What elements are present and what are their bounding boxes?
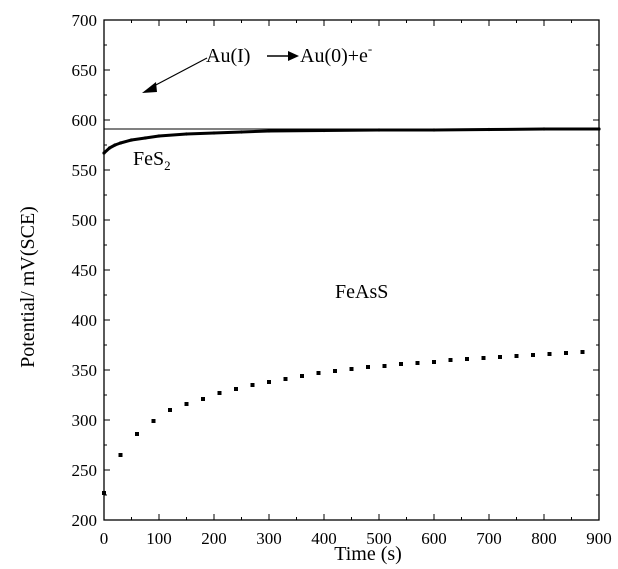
x-tick-label: 200 [201,529,227,548]
axis-ticks: 0 100 200 300 400 500 600 700 800 900 200 250 300 350… [72,11,612,548]
x-tick-label: 400 [311,529,337,548]
x-tick-label: 500 [366,529,392,548]
y-tick-label: 300 [72,411,98,430]
series-fes2-point [129,138,134,142]
series-feass-point [415,361,420,365]
series-fes2-point [377,128,381,132]
x-tick-label: 800 [531,529,557,548]
series-feass-point [333,369,337,373]
x-tick-label: 0 [100,529,109,548]
y-tick-label: 250 [72,461,98,480]
series-feass-point [234,387,238,391]
series-feass-point [432,360,436,364]
x-axis-title: Time (s) [334,543,402,565]
series-feass-point [547,352,552,356]
series-feass-point [349,367,354,371]
reaction-product-superscript: - [368,41,372,56]
series-feass-point [300,374,304,378]
series-feass-point [366,365,370,369]
label-feasS: FeAsS [335,281,388,303]
series-feass-point [399,362,403,366]
y-tick-label: 200 [72,511,98,530]
series-feass-point [465,357,469,361]
series-fes2-point [107,146,112,150]
y-tick-label: 350 [72,361,98,380]
series-feass-point [448,358,453,362]
series-fes2-point [157,134,161,138]
series-feass-point [498,355,502,359]
series-feass-point [514,354,519,358]
x-tick-label: 900 [586,529,612,548]
x-tick-label: 300 [256,529,282,548]
label-fes2: FeS2 [133,148,171,173]
series-feass-point [283,377,288,381]
series-fes2-point [432,128,436,132]
series-feass-point [102,491,106,495]
y-tick-label: 600 [72,111,98,130]
reaction-annotation: Au(I) Au(0)+e- [142,41,372,93]
series-feass-point [217,391,222,395]
plot-frame [103,19,600,521]
series-fes2-line [102,127,599,155]
series-fes2-point [597,127,601,131]
plot-area [103,19,600,521]
reaction-product-text: Au(0)+e [300,45,368,67]
series-fes2-point [184,132,189,136]
reaction-arrowhead [288,51,299,61]
x-tick-label: 100 [146,529,172,548]
annotation-pointer-arrowhead [142,82,157,93]
y-axis-title: Potential/ mV(SCE) [17,206,39,368]
series-fes2-point [267,129,271,133]
series-feass-point [580,350,585,354]
series-fes2-point [239,130,244,134]
series-feass-point [135,432,139,436]
data-layer [102,127,601,495]
y-tick-label: 700 [72,11,98,30]
y-tick-label: 550 [72,161,98,180]
series-feass-point [564,351,568,355]
series-fes2-point [113,143,117,147]
series-fes2-point [487,127,491,132]
series-fes2-point [212,131,216,135]
series-feass-point [481,356,486,360]
series-fes2-point [143,136,147,140]
series-feass-point [316,371,321,375]
x-tick-label: 700 [476,529,502,548]
series-feass-point [382,364,387,368]
y-tick-label: 450 [72,261,98,280]
series-feass-point [201,397,205,401]
reaction-reactant: Au(I) [206,45,250,67]
annotation-pointer-arrow [151,57,208,88]
series-feass-point [168,408,172,412]
series-feass-point [118,453,123,457]
label-fes2-subscript: 2 [164,158,171,173]
series-fes2-point [322,128,326,133]
series-feass-point [184,402,189,406]
label-fes2-name: FeS [133,148,164,170]
x-tick-label: 600 [421,529,447,548]
series-feass-point [250,383,255,387]
reaction-product: Au(0)+e- [300,41,372,67]
y-tick-label: 650 [72,61,98,80]
series-feass-point [151,419,156,423]
series-feass-point [267,380,271,384]
y-tick-label: 400 [72,311,98,330]
series-fes2-point [102,151,106,155]
series-fes2-point [542,127,546,131]
series-fes2-point [118,141,123,145]
y-tick-label: 500 [72,211,98,230]
series-feass-point [531,353,535,357]
